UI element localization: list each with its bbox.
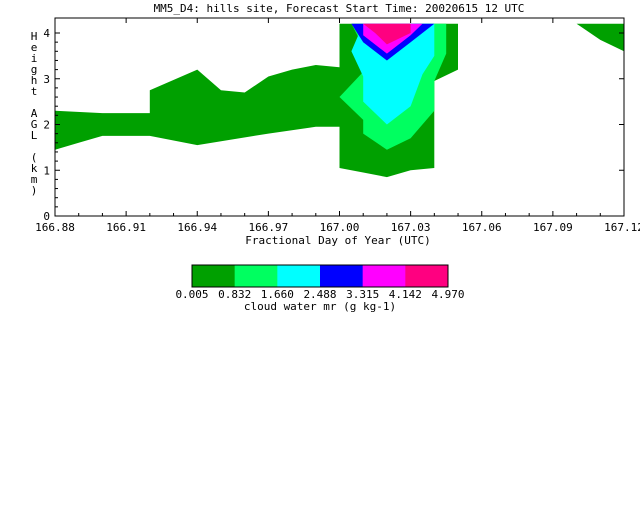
colorbar-frame — [191, 264, 449, 288]
colorbar-level-label: 4.142 — [389, 288, 422, 301]
contour-regions — [55, 23, 624, 178]
colorbar-swatch — [234, 265, 278, 287]
x-tick-label: 167.03 — [391, 221, 431, 234]
x-tick-label: 167.00 — [320, 221, 360, 234]
contour-region-main-cloud-level-6 — [363, 23, 411, 45]
x-axis-label: Fractional Day of Year (UTC) — [245, 234, 430, 247]
x-tick-label: 167.12 — [604, 221, 640, 234]
colorbar-swatch — [362, 265, 406, 287]
x-axis: 166.88 166.91 166.94 166.97 167.00 167.03 167.… — [35, 18, 640, 234]
x-tick-label: 166.88 — [35, 221, 75, 234]
contour-region-low-layer-cloud — [55, 65, 340, 150]
colorbar-level-label: 0.005 — [175, 288, 208, 301]
x-tick-label: 166.97 — [249, 221, 289, 234]
y-tick-label: 2 — [43, 119, 50, 132]
colorbar-level-label: 4.970 — [431, 288, 464, 301]
colorbar-level-label: 3.315 — [346, 288, 379, 301]
y-tick-label: 3 — [43, 73, 50, 86]
chart-title: MM5_D4: hills site, Forecast Start Time:… — [154, 2, 525, 15]
colorbar-swatch — [192, 265, 236, 287]
colorbar-level-label: 2.488 — [303, 288, 336, 301]
colorbar-swatch — [320, 265, 364, 287]
colorbar-label: cloud water mr (g kg-1) — [244, 300, 396, 313]
y-tick-label: 0 — [43, 210, 50, 223]
colorbar-swatch — [277, 265, 321, 287]
y-axis: 0 1 2 3 4 — [43, 27, 624, 223]
x-tick-label: 167.09 — [533, 221, 573, 234]
y-tick-label: 1 — [43, 164, 50, 177]
y-tick-label: 4 — [43, 27, 50, 40]
x-tick-label: 167.06 — [462, 221, 502, 234]
contour-region-corner-cloud — [576, 23, 624, 52]
colorbar-level-label: 1.660 — [261, 288, 294, 301]
colorbar-level-label: 0.832 — [218, 288, 251, 301]
x-tick-label: 166.91 — [106, 221, 146, 234]
colorbar-swatch — [405, 265, 449, 287]
x-tick-label: 166.94 — [177, 221, 217, 234]
colorbar: 0.005 0.832 1.660 2.488 3.315 4.142 4.970 — [175, 264, 465, 301]
